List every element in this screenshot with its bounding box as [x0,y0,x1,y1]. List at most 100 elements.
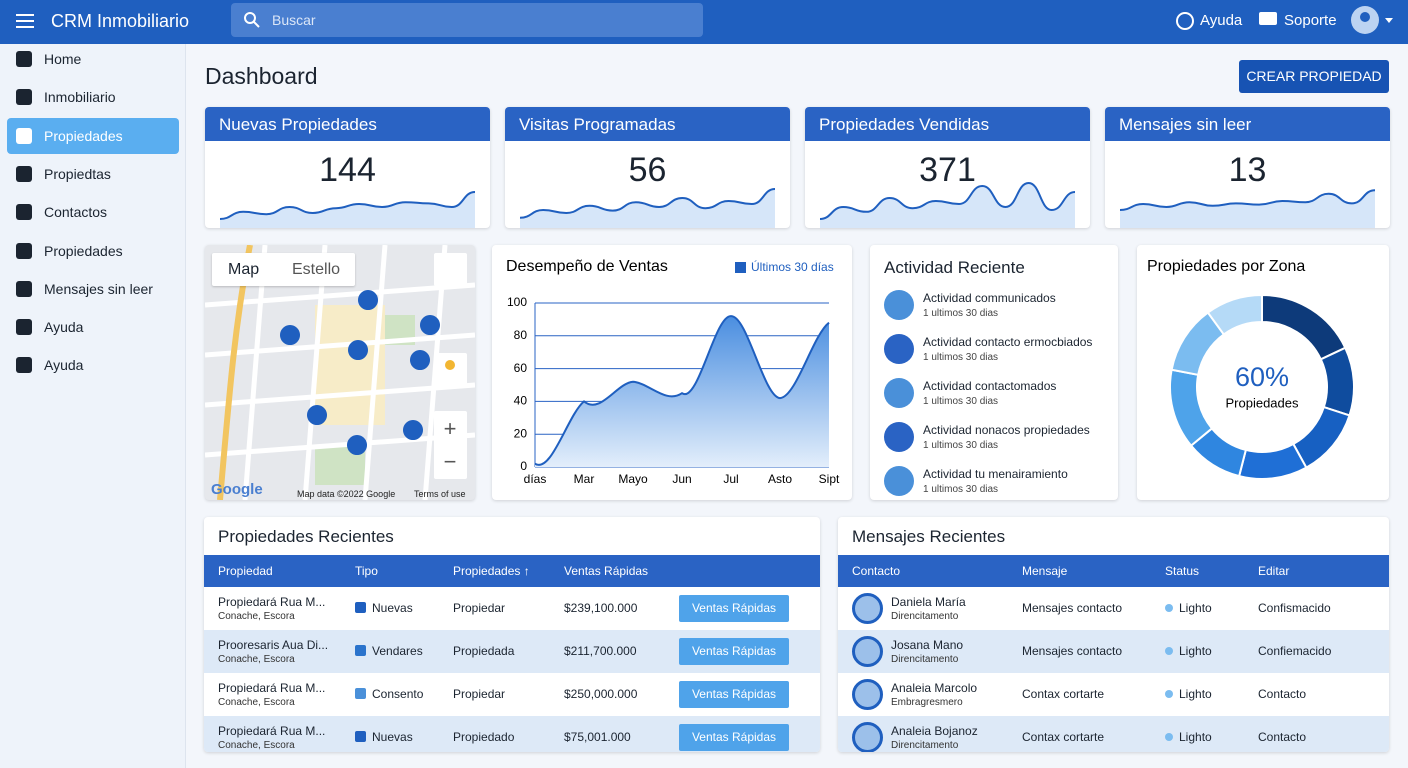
support-icon [1259,12,1277,25]
activity-sub: 1 ultimos 30 dias [923,352,999,363]
create-button[interactable]: CREAR PROPIEDAD [1239,60,1389,93]
map-card: + − Map Estello Google Map data ©2022 Goo… [205,245,475,500]
app-title: CRM Inmobiliario [51,11,190,31]
message: Mensajes contacto [1022,601,1123,615]
activity-text: Actividad contactomados [923,379,1057,393]
support-link[interactable]: Soporte [1284,12,1337,29]
contact-sub: Embragresmero [891,697,963,708]
map-logo: Google [211,481,263,498]
edit[interactable]: Confiemacido [1258,644,1332,658]
search-box[interactable]: Buscar [231,3,703,37]
card-title: Mensajes Recientes [852,527,1006,546]
status: Lighto [1179,687,1212,701]
line-area [535,316,829,467]
row-button[interactable]: Ventas Rápidas [679,724,789,751]
sidebar-item[interactable]: Home [7,41,179,77]
map-tabs: Map Estello [212,253,355,286]
property-name: Propiedará Rua M... [218,595,326,609]
sidebar-item[interactable]: Propiedades [7,233,179,269]
sparkline-line [819,181,1076,220]
donut-segment [1261,293,1347,361]
row-button[interactable]: Ventas Rápidas [679,681,789,708]
sidebar-label: Mensajes sin leer [44,280,153,297]
sparkline-area [220,192,475,228]
table-header: Propiedad Tipo Propiedades ↑ Ventas Rápidas [204,555,820,587]
activity-icon [884,422,914,452]
property-name: Propiedará Rua M... [218,724,326,738]
status-dot [1165,733,1173,741]
page-title: Dashboard [205,63,318,89]
donut-segment [1319,346,1355,417]
sidebar-item[interactable]: Ayuda [7,309,179,345]
donut-center-value: 60% [1235,362,1289,392]
y-tick-label: 60 [514,361,528,375]
map-terms[interactable]: Terms of use [414,489,466,499]
card-title: Actividad Reciente [884,258,1025,277]
properties-table: Propiedades Recientes Propiedad Tipo Propie… [204,517,820,752]
map-tab[interactable]: Estello [292,261,341,278]
sparkline-line [519,188,776,219]
sidebar-item[interactable]: Propiedades [7,117,179,154]
status-dot [1165,690,1173,698]
sidebar-label: Home [44,51,82,67]
edit[interactable]: Confismacido [1258,601,1331,615]
message: Mensajes contacto [1022,644,1123,658]
table-row: Propiedará Rua M... Conache, Escora Consen… [204,673,820,716]
message: Contax cortarte [1022,687,1105,701]
sidebar-icon [16,89,32,106]
messages-table: Mensajes Recientes Contacto Mensaje Status E… [838,517,1389,752]
row-button[interactable]: Ventas Rápidas [679,595,789,622]
menu-icon[interactable] [16,13,34,29]
y-tick-label: 0 [520,459,527,473]
search-icon [244,12,260,28]
y-tick-label: 80 [514,328,528,342]
zone-card: Propiedades por Zona 60% Propiedades [1137,245,1389,500]
sidebar-item[interactable]: Inmobiliario [7,79,179,115]
status: Lighto [1179,644,1212,658]
activity-sub: 1 ultimos 30 dias [923,396,999,407]
user-avatar[interactable] [1351,6,1397,36]
card-title: Propiedades Recientes [218,527,394,546]
sidebar-label: Contactos [44,204,108,221]
x-tick-label: Jun [672,472,691,486]
contact-name: Analeia Marcolo [891,681,978,695]
help-link[interactable]: Ayuda [1200,12,1243,29]
price: $250,000.000 [564,687,638,701]
line [534,315,830,466]
kpi-header: Propiedades Vendidas [805,107,1090,141]
type-dot [355,645,366,656]
edit[interactable]: Contacto [1258,730,1307,744]
map-tab[interactable]: Map [228,261,260,278]
row-button[interactable]: Ventas Rápidas [679,638,789,665]
x-tick-label: días [524,472,547,486]
sidebar-label: Propiedades [44,127,123,144]
column-header: Mensaje [1022,564,1068,578]
contact-sub: Direncitamento [891,611,959,622]
type-label: Consento [372,687,424,701]
sidebar-label: Propiedades [44,242,123,259]
sidebar-icon [16,242,32,259]
svg-text:−: − [444,449,457,474]
legend-swatch [735,262,746,273]
x-tick-label: Asto [768,472,792,486]
activity-card: Actividad Reciente Actividad communicados… [870,245,1118,500]
legend-label: Últimos 30 días [751,259,834,274]
type-dot [355,602,366,613]
activity-sub: 1 ultimos 30 dias [923,308,999,319]
kpi-card: Nuevas Propiedades 144 [205,107,490,228]
sidebar-item[interactable]: Mensajes sin leer [7,271,179,307]
table-row: Propiedará Rua M... Conache, Escora Nuevas… [204,716,820,752]
sidebar-item[interactable]: Propiedtas [7,156,179,192]
column-header: Contacto [852,564,901,578]
sidebar-item[interactable]: Contactos [7,194,179,230]
edit[interactable]: Contacto [1258,687,1307,701]
activity-icon [884,378,914,408]
status-dot [1165,604,1173,612]
property-count: Propiedado [453,730,515,744]
sidebar-label: Ayuda [44,357,84,374]
sparkline-line [1119,189,1376,211]
sidebar-label: Propiedtas [44,165,111,182]
activity-sub: 1 ultimos 30 dias [923,484,999,495]
sidebar-item[interactable]: Ayuda [7,347,179,383]
kpi-card: Visitas Programadas 56 [505,107,790,228]
